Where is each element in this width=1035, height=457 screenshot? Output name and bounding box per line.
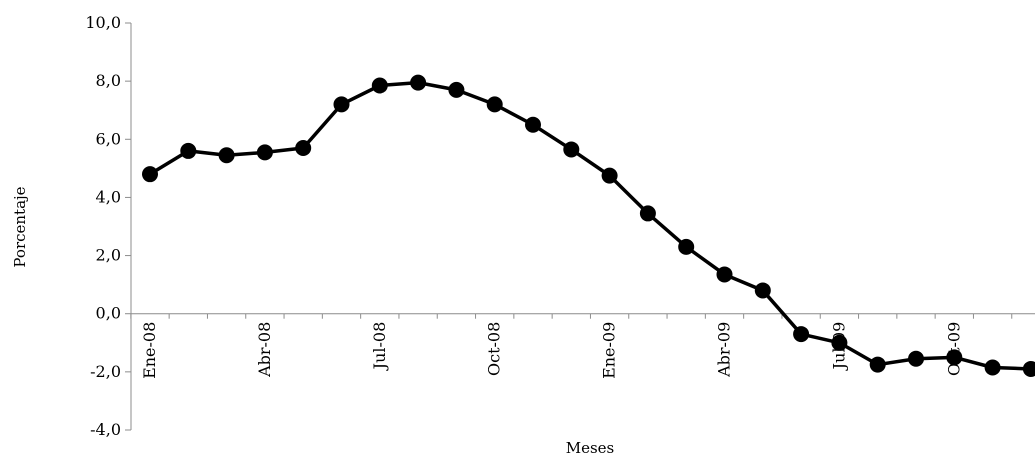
- axes: [125, 22, 1035, 431]
- x-tick-label: Abr-09: [715, 322, 734, 378]
- data-point: [448, 81, 465, 98]
- x-tick-label: Oct-08: [485, 322, 504, 376]
- data-point: [678, 238, 695, 255]
- data-point: [180, 142, 197, 159]
- data-point: [142, 166, 158, 183]
- x-tick-label: Ene-09: [600, 322, 619, 379]
- y-tick-label: -2,0: [90, 362, 121, 381]
- y-tick-labels: -4,0 -2,0 0,0 2,0 4,0 6,0 8,0 10,0: [85, 13, 121, 439]
- data-point: [793, 326, 810, 343]
- data-point: [869, 356, 886, 373]
- data-point: [563, 141, 580, 158]
- data-point: [525, 116, 541, 133]
- x-tick-label: Abr-08: [255, 322, 274, 378]
- x-tick-label: Oct-09: [944, 322, 963, 376]
- y-tick-label: -4,0: [90, 420, 121, 439]
- data-point: [371, 77, 388, 94]
- data-point: [1022, 360, 1035, 377]
- data-point: [908, 350, 924, 367]
- data-point: [256, 144, 273, 161]
- series-group: [142, 74, 1035, 377]
- y-tick-label: 2,0: [96, 246, 121, 265]
- y-tick-label: 6,0: [96, 129, 121, 148]
- x-tick-label: Ene-08: [140, 322, 159, 379]
- series-line: [149, 80, 1031, 371]
- data-point: [333, 96, 350, 113]
- y-axis-title: Porcentaje: [11, 186, 29, 267]
- y-tick-label: 10,0: [85, 13, 121, 32]
- data-point: [946, 349, 963, 366]
- data-point: [831, 334, 848, 351]
- data-point: [984, 359, 1001, 376]
- x-axis-title: Meses: [566, 439, 615, 457]
- x-tick-label: Jul-08: [370, 322, 389, 372]
- data-point: [295, 140, 312, 157]
- data-point: [410, 74, 427, 91]
- y-tick-label: 8,0: [96, 71, 121, 90]
- data-point: [601, 167, 618, 184]
- data-point: [716, 266, 733, 283]
- y-tick-label: 0,0: [96, 304, 121, 323]
- data-point: [639, 205, 656, 222]
- data-point: [486, 96, 503, 113]
- y-tick-label: 4,0: [96, 187, 121, 206]
- data-point: [754, 282, 771, 299]
- data-point: [218, 147, 235, 164]
